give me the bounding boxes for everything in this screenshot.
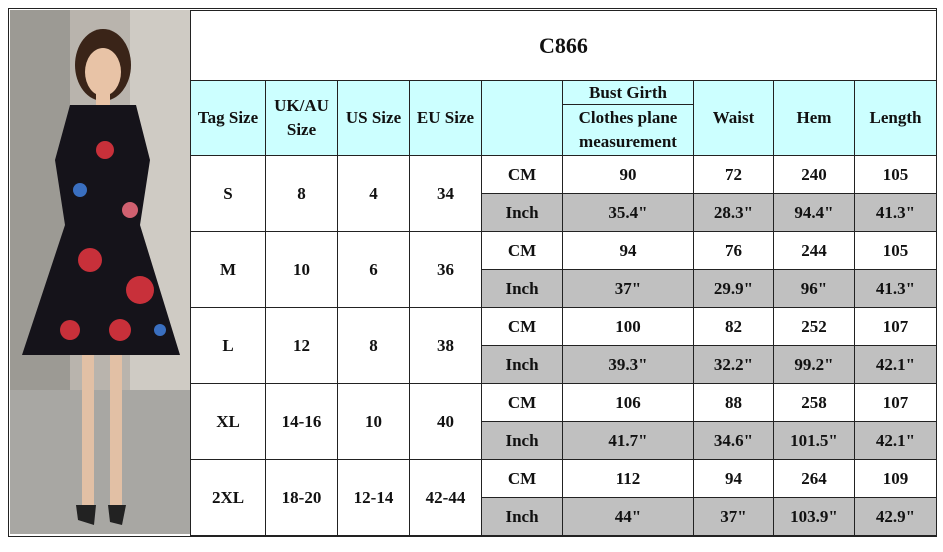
- measure-cell: 37": [562, 269, 694, 308]
- measure-cell: 90: [562, 155, 694, 194]
- header-cell: Clothes plane measurement: [562, 104, 694, 156]
- measure-cell: CM: [481, 307, 563, 346]
- measure-cell: Inch: [481, 497, 563, 536]
- measure-cell: 82: [693, 307, 774, 346]
- title: C866: [190, 10, 937, 81]
- size-cell: 42-44: [409, 459, 482, 536]
- measure-cell: 258: [773, 383, 855, 422]
- size-cell: 8: [337, 307, 410, 384]
- size-cell: 4: [337, 155, 410, 232]
- measure-cell: 42.9": [854, 497, 937, 536]
- header-cell: Length: [854, 80, 937, 156]
- measure-cell: 96": [773, 269, 855, 308]
- size-cell: 14-16: [265, 383, 338, 460]
- size-cell: L: [190, 307, 266, 384]
- header-cell: Waist: [693, 80, 774, 156]
- measure-cell: CM: [481, 231, 563, 270]
- size-cell: M: [190, 231, 266, 308]
- measure-cell: 41.3": [854, 269, 937, 308]
- header-cell: Tag Size: [190, 80, 266, 156]
- measure-cell: 88: [693, 383, 774, 422]
- size-cell: 10: [337, 383, 410, 460]
- size-cell: 6: [337, 231, 410, 308]
- header-cell: UK/AU Size: [265, 80, 338, 156]
- measure-cell: 29.9": [693, 269, 774, 308]
- measure-cell: 76: [693, 231, 774, 270]
- header-cell: US Size: [337, 80, 410, 156]
- measure-cell: 42.1": [854, 345, 937, 384]
- model-photo: [10, 10, 190, 534]
- measure-cell: 99.2": [773, 345, 855, 384]
- measure-cell: 72: [693, 155, 774, 194]
- measure-cell: 32.2": [693, 345, 774, 384]
- measure-cell: 107: [854, 307, 937, 346]
- measure-cell: 240: [773, 155, 855, 194]
- measure-cell: 103.9": [773, 497, 855, 536]
- measure-cell: 37": [693, 497, 774, 536]
- measure-cell: 264: [773, 459, 855, 498]
- size-cell: 34: [409, 155, 482, 232]
- measure-cell: 28.3": [693, 193, 774, 232]
- size-cell: 36: [409, 231, 482, 308]
- measure-cell: 244: [773, 231, 855, 270]
- size-cell: 12: [265, 307, 338, 384]
- measure-cell: 109: [854, 459, 937, 498]
- size-cell: XL: [190, 383, 266, 460]
- header-cell: [481, 80, 563, 156]
- measure-cell: Inch: [481, 269, 563, 308]
- measure-cell: 100: [562, 307, 694, 346]
- measure-cell: Inch: [481, 345, 563, 384]
- measure-cell: 34.6": [693, 421, 774, 460]
- measure-cell: 101.5": [773, 421, 855, 460]
- size-cell: 12-14: [337, 459, 410, 536]
- size-cell: S: [190, 155, 266, 232]
- size-cell: 18-20: [265, 459, 338, 536]
- size-cell: 2XL: [190, 459, 266, 536]
- size-cell: 40: [409, 383, 482, 460]
- measure-cell: 35.4": [562, 193, 694, 232]
- size-cell: 38: [409, 307, 482, 384]
- measure-cell: 44": [562, 497, 694, 536]
- header-cell: Hem: [773, 80, 855, 156]
- header-cell: EU Size: [409, 80, 482, 156]
- header-cell: Bust Girth: [562, 80, 694, 105]
- measure-cell: Inch: [481, 421, 563, 460]
- measure-cell: CM: [481, 459, 563, 498]
- measure-cell: 112: [562, 459, 694, 498]
- measure-cell: 252: [773, 307, 855, 346]
- measure-cell: 42.1": [854, 421, 937, 460]
- size-cell: 8: [265, 155, 338, 232]
- measure-cell: 39.3": [562, 345, 694, 384]
- measure-cell: CM: [481, 155, 563, 194]
- measure-cell: 107: [854, 383, 937, 422]
- measure-cell: Inch: [481, 193, 563, 232]
- size-cell: 10: [265, 231, 338, 308]
- measure-cell: 41.7": [562, 421, 694, 460]
- measure-cell: 94: [562, 231, 694, 270]
- measure-cell: 41.3": [854, 193, 937, 232]
- measure-cell: CM: [481, 383, 563, 422]
- measure-cell: 105: [854, 155, 937, 194]
- measure-cell: 94.4": [773, 193, 855, 232]
- measure-cell: 94: [693, 459, 774, 498]
- measure-cell: 106: [562, 383, 694, 422]
- measure-cell: 105: [854, 231, 937, 270]
